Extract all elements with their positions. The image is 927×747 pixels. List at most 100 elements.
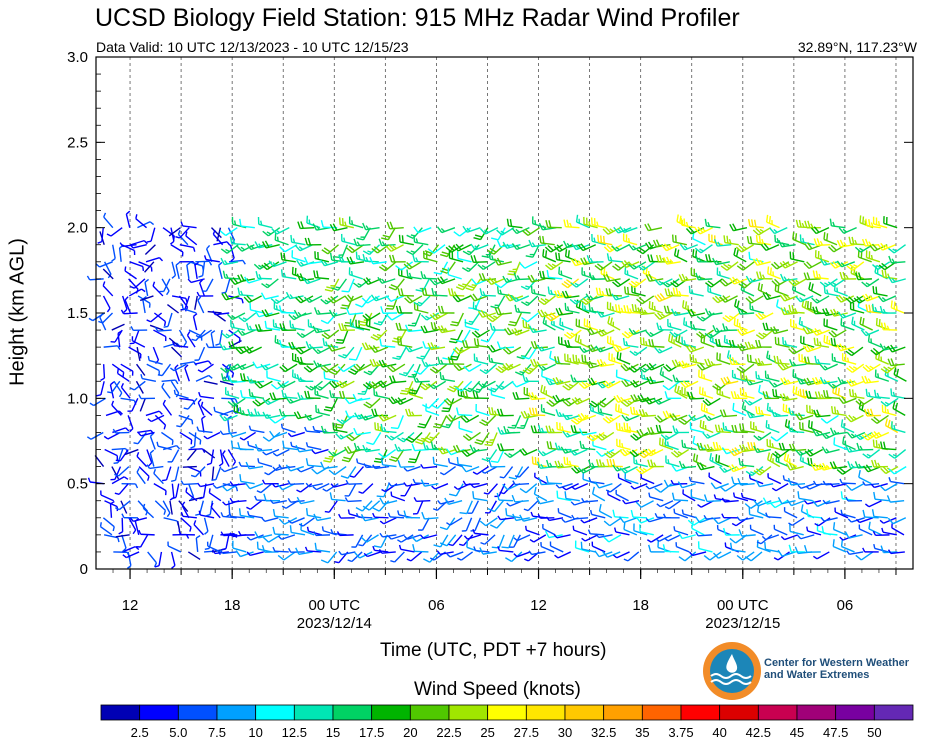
wind-barb [654,278,673,286]
wind-barb [647,534,664,543]
wind-barb [406,269,422,280]
wind-barb [612,344,631,353]
wind-barb [302,277,321,285]
wind-barb [322,483,339,492]
wind-barb [836,343,855,352]
wind-barb [295,444,314,453]
wind-barb [429,363,448,374]
wind-barb [510,295,530,303]
wind-barb [840,539,855,553]
wind-barb [145,256,164,263]
wind-barb [858,524,873,536]
wind-barb [162,399,173,416]
wind-barb [667,319,682,331]
wind-barb [588,303,605,314]
wind-barb [157,363,172,377]
wind-barb [689,354,705,365]
wind-barb [597,234,613,246]
wind-barb [732,492,749,502]
wind-barb [887,276,906,284]
wind-barb [689,421,705,434]
wind-barb [629,346,648,357]
wind-barb [161,382,171,399]
wind-barb [756,504,771,519]
wind-barb [784,419,799,434]
wind-barb [577,243,596,252]
wind-barb [704,308,723,316]
wind-barb [488,459,506,468]
wind-barb [366,432,382,446]
wind-barb [677,481,696,489]
wind-barb [834,507,849,519]
wind-barb [118,517,124,535]
wind-barb [149,324,164,331]
wind-barb [511,380,530,388]
wind-barb [596,310,615,318]
wind-barb [293,411,312,420]
wind-barb [197,296,205,314]
wind-barb [280,252,296,263]
wind-barb [405,431,423,444]
wind-barb [111,466,120,480]
wind-barb [703,494,721,503]
wind-barb [398,544,415,553]
wind-barb [261,240,280,249]
wind-barb [564,491,580,502]
wind-barb [504,448,522,459]
wind-barb [617,473,632,485]
wind-barb [695,272,713,281]
wind-barb [844,531,863,539]
wind-barb [194,261,200,279]
wind-barb [153,329,167,342]
logo-wave [710,673,752,679]
wind-barb [580,541,596,553]
wind-barb [391,329,407,344]
wind-barb [462,225,481,233]
wind-barb [484,432,498,447]
wind-barb [261,309,280,318]
wind-barb [692,435,706,451]
wind-barb [264,320,281,331]
wind-barb [633,456,648,468]
wind-barb [728,464,747,473]
wind-barb [272,448,290,457]
wind-barb [623,551,640,562]
wind-barb [95,261,113,268]
wind-barb [522,374,539,383]
wind-barb [167,449,180,463]
wind-barb [262,411,281,420]
wind-barb [861,238,880,247]
wind-barb [575,214,590,229]
wind-barb [470,517,482,532]
colorbar-box [564,704,605,721]
wind-barb [700,403,715,417]
wind-barb [138,466,150,481]
wind-barb [854,431,873,441]
wind-barb [845,346,864,357]
wind-barb [420,271,437,280]
wind-barb [394,397,414,406]
wind-barb [211,466,215,481]
wind-barb [447,267,462,280]
wind-barb [789,251,805,263]
wind-barb [210,330,216,348]
wind-barb [752,227,771,236]
wind-barb [554,551,572,559]
wind-barb [739,371,756,382]
wind-barb [780,377,799,386]
wind-barb [131,336,146,348]
wind-barb [671,308,689,317]
wind-barb [146,449,153,467]
wind-barb [559,317,574,331]
wind-barb [639,524,654,536]
wind-barb [153,483,167,496]
wind-barb [606,458,623,468]
wind-barb [243,295,262,303]
wind-barb [137,431,155,437]
wind-barb [348,363,366,375]
wind-barb [472,466,490,475]
wind-barb [630,483,648,490]
wind-barb [574,540,590,553]
wind-barb [529,534,547,543]
colorbar-tick-label: 30 [558,725,572,740]
